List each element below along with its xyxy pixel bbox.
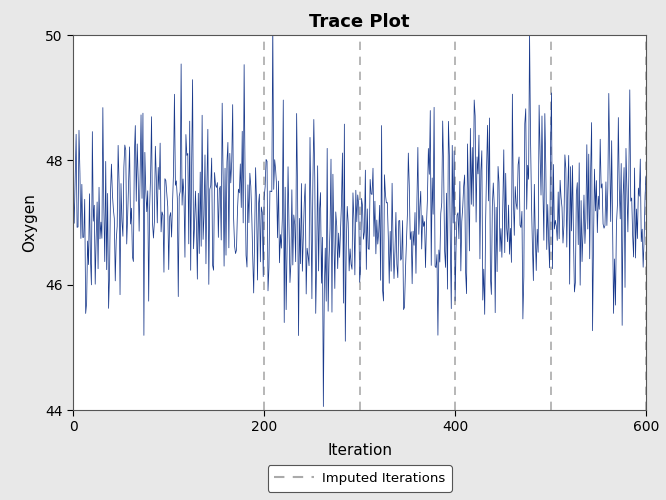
X-axis label: Iteration: Iteration: [327, 443, 392, 458]
Legend: Imputed Iterations: Imputed Iterations: [268, 466, 452, 491]
Y-axis label: Oxygen: Oxygen: [22, 193, 37, 252]
Title: Trace Plot: Trace Plot: [310, 12, 410, 30]
